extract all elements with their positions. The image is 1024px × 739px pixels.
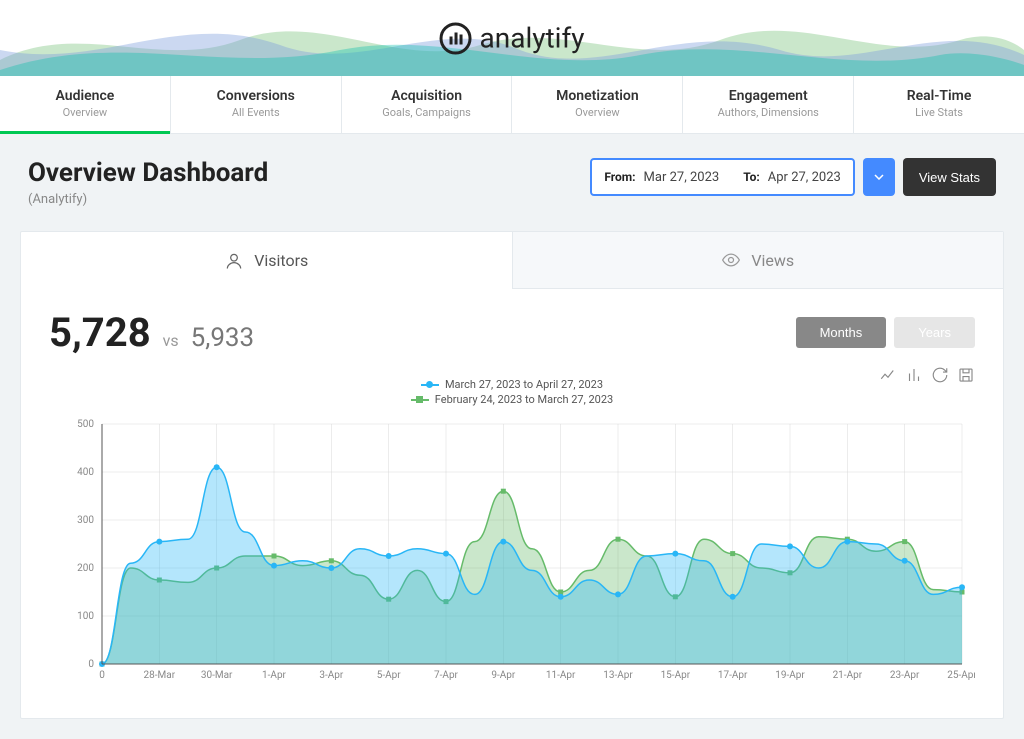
svg-text:100: 100 — [77, 611, 94, 622]
chevron-down-icon — [874, 174, 884, 180]
svg-text:19-Apr: 19-Apr — [775, 670, 805, 681]
tab-views[interactable]: Views — [512, 232, 1004, 289]
svg-text:11-Apr: 11-Apr — [546, 670, 576, 681]
metric-tabs: Visitors Views — [21, 232, 1003, 289]
date-dropdown-button[interactable] — [863, 158, 895, 196]
svg-text:3-Apr: 3-Apr — [319, 670, 344, 681]
nav-title: Conversions — [171, 88, 341, 104]
svg-text:30-Mar: 30-Mar — [201, 670, 233, 681]
nav-item-realtime[interactable]: Real-Time Live Stats — [854, 76, 1024, 133]
svg-text:500: 500 — [77, 419, 94, 430]
svg-text:23-Apr: 23-Apr — [890, 670, 920, 681]
refresh-icon[interactable] — [931, 366, 949, 384]
nav-title: Real-Time — [854, 88, 1024, 104]
eye-icon — [721, 250, 741, 270]
person-icon — [224, 251, 244, 271]
visitors-chart: 0 100 200 300 400 500 0 28-Mar 30-Mar 1-Apr 3-Apr 5… — [49, 414, 975, 694]
nav-title: Acquisition — [342, 88, 512, 104]
nav-sub: Goals, Campaigns — [342, 106, 512, 119]
from-date: Mar 27, 2023 — [644, 170, 720, 185]
nav-title: Audience — [0, 88, 170, 104]
logo-icon — [440, 22, 472, 54]
svg-text:0: 0 — [99, 670, 105, 681]
overview-card: Visitors Views 5,728 vs 5,933 Months Yea… — [20, 231, 1004, 719]
date-range-picker[interactable]: From: Mar 27, 2023 To: Apr 27, 2023 — [590, 158, 854, 196]
svg-text:400: 400 — [77, 467, 94, 478]
tab-visitors[interactable]: Visitors — [21, 232, 512, 289]
metric-current: 5,728 — [49, 309, 151, 356]
tab-views-label: Views — [751, 251, 794, 270]
from-label: From: — [604, 170, 635, 184]
svg-text:0: 0 — [88, 659, 94, 670]
bar-chart-icon[interactable] — [905, 366, 923, 384]
period-years-button[interactable]: Years — [894, 317, 975, 348]
metric-previous: 5,933 — [191, 323, 255, 353]
save-icon[interactable] — [957, 366, 975, 384]
branding-header: analytify — [0, 0, 1024, 76]
svg-text:5-Apr: 5-Apr — [377, 670, 402, 681]
line-chart-icon[interactable] — [879, 366, 897, 384]
legend-item-current: March 27, 2023 to April 27, 2023 — [49, 378, 975, 391]
svg-text:300: 300 — [77, 515, 94, 526]
nav-sub: Overview — [0, 106, 170, 119]
svg-text:21-Apr: 21-Apr — [833, 670, 863, 681]
chart-area: March 27, 2023 to April 27, 2023 Februar… — [21, 366, 1003, 718]
page-header: Overview Dashboard (Analytify) From: Mar… — [0, 134, 1024, 231]
svg-text:9-Apr: 9-Apr — [491, 670, 516, 681]
date-controls: From: Mar 27, 2023 To: Apr 27, 2023 View… — [590, 158, 996, 196]
metric-row: 5,728 vs 5,933 Months Years — [21, 289, 1003, 366]
nav-title: Monetization — [512, 88, 682, 104]
period-toggle: Months Years — [796, 317, 975, 348]
svg-text:1-Apr: 1-Apr — [262, 670, 287, 681]
svg-text:28-Mar: 28-Mar — [144, 670, 176, 681]
svg-text:25-Apr: 25-Apr — [947, 670, 975, 681]
nav-sub: Overview — [512, 106, 682, 119]
tab-visitors-label: Visitors — [254, 251, 308, 270]
nav-sub: All Events — [171, 106, 341, 119]
page-subtitle: (Analytify) — [28, 192, 268, 207]
nav-title: Engagement — [683, 88, 853, 104]
nav-item-monetization[interactable]: Monetization Overview — [512, 76, 683, 133]
chart-legend: March 27, 2023 to April 27, 2023 Februar… — [49, 378, 975, 406]
to-date: Apr 27, 2023 — [768, 170, 841, 185]
logo-text: analytify — [480, 22, 585, 55]
svg-text:15-Apr: 15-Apr — [661, 670, 691, 681]
svg-text:17-Apr: 17-Apr — [718, 670, 748, 681]
main-nav: AudienceOverviewConversionsAll EventsAcq… — [0, 76, 1024, 134]
period-months-button[interactable]: Months — [796, 317, 887, 348]
legend-item-previous: February 24, 2023 to March 27, 2023 — [49, 393, 975, 406]
view-stats-button[interactable]: View Stats — [903, 158, 996, 196]
nav-sub: Live Stats — [854, 106, 1024, 119]
nav-item-acquisition[interactable]: Acquisition Goals, Campaigns — [342, 76, 513, 133]
svg-text:7-Apr: 7-Apr — [434, 670, 459, 681]
nav-item-engagement[interactable]: Engagement Authors, Dimensions — [683, 76, 854, 133]
chart-tools — [879, 366, 975, 384]
to-label: To: — [743, 170, 760, 184]
svg-text:13-Apr: 13-Apr — [603, 670, 633, 681]
nav-sub: Authors, Dimensions — [683, 106, 853, 119]
nav-item-audience[interactable]: Audience Overview — [0, 76, 171, 133]
logo: analytify — [440, 22, 585, 55]
page-title: Overview Dashboard — [28, 158, 268, 188]
metric-vs: vs — [163, 331, 179, 350]
svg-text:200: 200 — [77, 563, 94, 574]
nav-item-conversions[interactable]: Conversions All Events — [171, 76, 342, 133]
